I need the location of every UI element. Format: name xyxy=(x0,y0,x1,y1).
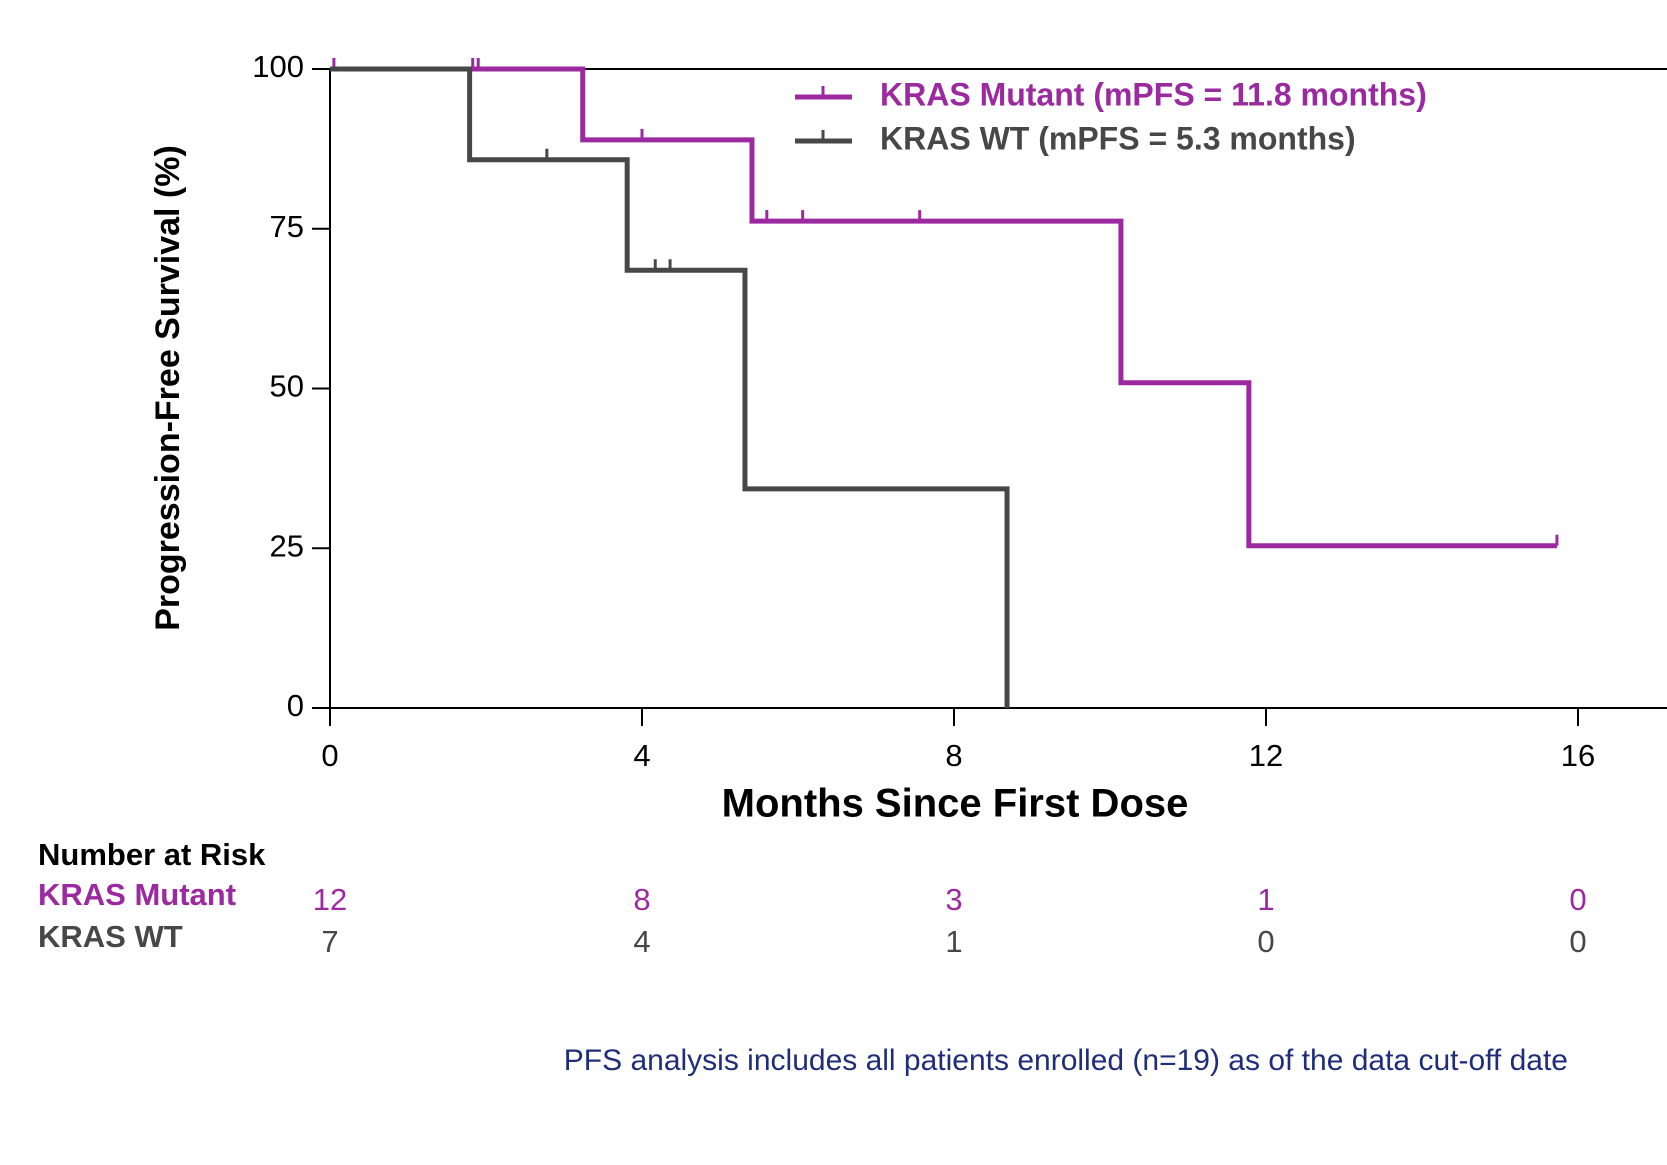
risk-count: 4 xyxy=(633,924,650,959)
risk-count: 3 xyxy=(945,882,962,917)
x-tick-label: 0 xyxy=(321,738,338,773)
legend-label: KRAS Mutant (mPFS = 11.8 months) xyxy=(880,76,1427,112)
y-tick-label: 100 xyxy=(252,49,304,84)
risk-row-label: KRAS Mutant xyxy=(38,877,236,912)
y-tick-label: 25 xyxy=(270,528,304,563)
survival-curve xyxy=(330,66,1010,708)
risk-count: 0 xyxy=(1569,924,1586,959)
risk-count: 0 xyxy=(1569,882,1586,917)
legend-label: KRAS WT (mPFS = 5.3 months) xyxy=(880,120,1356,156)
risk-count: 8 xyxy=(633,882,650,917)
y-tick-label: 0 xyxy=(287,688,304,723)
risk-row-label: KRAS WT xyxy=(38,919,183,954)
risk-count: 12 xyxy=(313,882,347,917)
x-tick-label: 4 xyxy=(633,738,650,773)
x-tick-label: 12 xyxy=(1249,738,1283,773)
y-tick-label: 50 xyxy=(270,369,304,404)
risk-count: 0 xyxy=(1257,924,1274,959)
risk-count: 1 xyxy=(945,924,962,959)
y-tick-label: 75 xyxy=(270,209,304,244)
risk-count: 7 xyxy=(321,924,338,959)
x-tick-label: 16 xyxy=(1561,738,1595,773)
x-axis-label: Months Since First Dose xyxy=(722,782,1189,826)
risk-table-title: Number at Risk xyxy=(38,837,266,872)
y-axis-label: Progression-Free Survival (%) xyxy=(149,145,187,631)
footnote: PFS analysis includes all patients enrol… xyxy=(564,1044,1568,1077)
risk-count: 1 xyxy=(1257,882,1274,917)
survival-curve xyxy=(330,66,1557,549)
x-tick-label: 8 xyxy=(945,738,962,773)
